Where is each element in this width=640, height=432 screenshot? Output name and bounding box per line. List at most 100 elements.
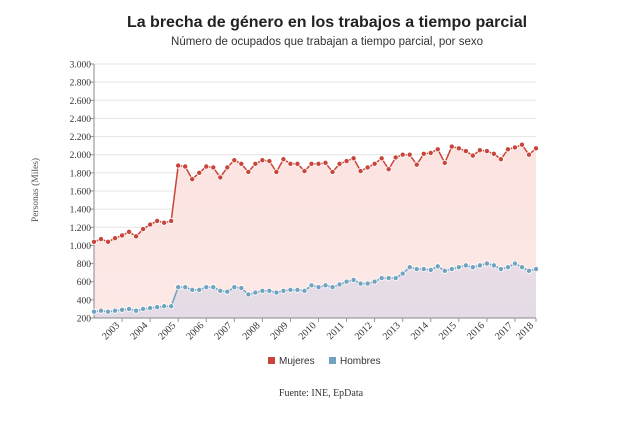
data-point-mujeres[interactable]: [217, 174, 224, 181]
data-point-mujeres[interactable]: [427, 149, 434, 156]
data-point-hombres[interactable]: [315, 284, 322, 291]
legend-label-hombres[interactable]: Hombres: [340, 356, 381, 367]
data-point-mujeres[interactable]: [287, 160, 294, 167]
data-point-mujeres[interactable]: [504, 146, 511, 153]
data-point-hombres[interactable]: [210, 284, 217, 291]
data-point-hombres[interactable]: [483, 260, 490, 267]
data-point-mujeres[interactable]: [399, 151, 406, 158]
data-point-hombres[interactable]: [364, 280, 371, 287]
data-point-hombres[interactable]: [231, 284, 238, 291]
data-point-hombres[interactable]: [287, 286, 294, 293]
data-point-hombres[interactable]: [378, 275, 385, 282]
data-point-mujeres[interactable]: [301, 168, 308, 175]
data-point-mujeres[interactable]: [322, 159, 329, 166]
data-point-hombres[interactable]: [294, 286, 301, 293]
data-point-hombres[interactable]: [98, 307, 105, 314]
data-point-hombres[interactable]: [406, 264, 413, 271]
data-point-hombres[interactable]: [533, 266, 540, 273]
data-point-mujeres[interactable]: [455, 145, 462, 152]
data-point-hombres[interactable]: [336, 281, 343, 288]
data-point-hombres[interactable]: [504, 264, 511, 271]
data-point-hombres[interactable]: [182, 284, 189, 291]
data-point-mujeres[interactable]: [224, 164, 231, 171]
data-point-hombres[interactable]: [154, 304, 161, 311]
data-point-hombres[interactable]: [399, 270, 406, 277]
data-point-hombres[interactable]: [301, 287, 308, 294]
data-point-hombres[interactable]: [147, 305, 154, 312]
data-point-hombres[interactable]: [252, 289, 259, 296]
data-point-mujeres[interactable]: [175, 162, 182, 169]
data-point-hombres[interactable]: [133, 307, 140, 314]
data-point-mujeres[interactable]: [378, 155, 385, 162]
data-point-hombres[interactable]: [119, 306, 126, 313]
data-point-hombres[interactable]: [112, 307, 119, 314]
data-point-hombres[interactable]: [525, 267, 532, 274]
data-point-hombres[interactable]: [490, 262, 497, 269]
data-point-hombres[interactable]: [469, 264, 476, 271]
data-point-hombres[interactable]: [308, 282, 315, 289]
data-point-mujeres[interactable]: [140, 226, 147, 233]
data-point-mujeres[interactable]: [469, 152, 476, 159]
legend-label-mujeres[interactable]: Mujeres: [279, 356, 315, 367]
data-point-hombres[interactable]: [392, 275, 399, 282]
data-point-hombres[interactable]: [455, 264, 462, 271]
data-point-mujeres[interactable]: [392, 154, 399, 161]
data-point-mujeres[interactable]: [533, 145, 540, 152]
data-point-mujeres[interactable]: [441, 159, 448, 166]
data-point-hombres[interactable]: [420, 266, 427, 273]
data-point-hombres[interactable]: [413, 266, 420, 273]
data-point-mujeres[interactable]: [350, 155, 357, 162]
data-point-mujeres[interactable]: [147, 221, 154, 228]
data-point-hombres[interactable]: [196, 286, 203, 293]
data-point-mujeres[interactable]: [154, 217, 161, 224]
data-point-hombres[interactable]: [175, 284, 182, 291]
data-point-hombres[interactable]: [189, 286, 196, 293]
data-point-hombres[interactable]: [350, 276, 357, 283]
data-point-hombres[interactable]: [203, 284, 210, 291]
data-point-mujeres[interactable]: [336, 160, 343, 167]
data-point-mujeres[interactable]: [91, 238, 98, 245]
data-point-hombres[interactable]: [518, 264, 525, 271]
data-point-mujeres[interactable]: [210, 164, 217, 171]
data-point-hombres[interactable]: [245, 291, 252, 298]
data-point-mujeres[interactable]: [189, 176, 196, 183]
data-point-mujeres[interactable]: [343, 158, 350, 165]
data-point-mujeres[interactable]: [434, 146, 441, 153]
data-point-mujeres[interactable]: [238, 160, 245, 167]
data-point-mujeres[interactable]: [462, 148, 469, 155]
data-point-mujeres[interactable]: [203, 163, 210, 170]
data-point-mujeres[interactable]: [406, 151, 413, 158]
data-point-hombres[interactable]: [371, 278, 378, 285]
data-point-mujeres[interactable]: [294, 160, 301, 167]
data-point-mujeres[interactable]: [497, 156, 504, 163]
data-point-mujeres[interactable]: [273, 168, 280, 175]
data-point-hombres[interactable]: [224, 288, 231, 295]
data-point-mujeres[interactable]: [252, 160, 259, 167]
data-point-mujeres[interactable]: [112, 235, 119, 242]
data-point-hombres[interactable]: [280, 287, 287, 294]
data-point-hombres[interactable]: [168, 303, 175, 310]
data-point-mujeres[interactable]: [196, 169, 203, 176]
data-point-mujeres[interactable]: [357, 168, 364, 175]
data-point-hombres[interactable]: [462, 262, 469, 269]
data-point-mujeres[interactable]: [371, 160, 378, 167]
data-point-mujeres[interactable]: [385, 166, 392, 173]
data-point-mujeres[interactable]: [413, 161, 420, 168]
data-point-mujeres[interactable]: [476, 147, 483, 154]
data-point-mujeres[interactable]: [315, 160, 322, 167]
data-point-mujeres[interactable]: [259, 157, 266, 164]
data-point-hombres[interactable]: [476, 262, 483, 269]
data-point-hombres[interactable]: [140, 305, 147, 312]
data-point-hombres[interactable]: [161, 303, 168, 310]
data-point-mujeres[interactable]: [105, 238, 112, 245]
data-point-hombres[interactable]: [357, 280, 364, 287]
data-point-mujeres[interactable]: [364, 164, 371, 171]
data-point-mujeres[interactable]: [161, 219, 168, 226]
data-point-hombres[interactable]: [322, 282, 329, 289]
data-point-mujeres[interactable]: [420, 150, 427, 157]
data-point-hombres[interactable]: [441, 267, 448, 274]
data-point-mujeres[interactable]: [490, 150, 497, 157]
data-point-mujeres[interactable]: [329, 168, 336, 175]
data-point-hombres[interactable]: [238, 285, 245, 292]
data-point-hombres[interactable]: [273, 289, 280, 296]
